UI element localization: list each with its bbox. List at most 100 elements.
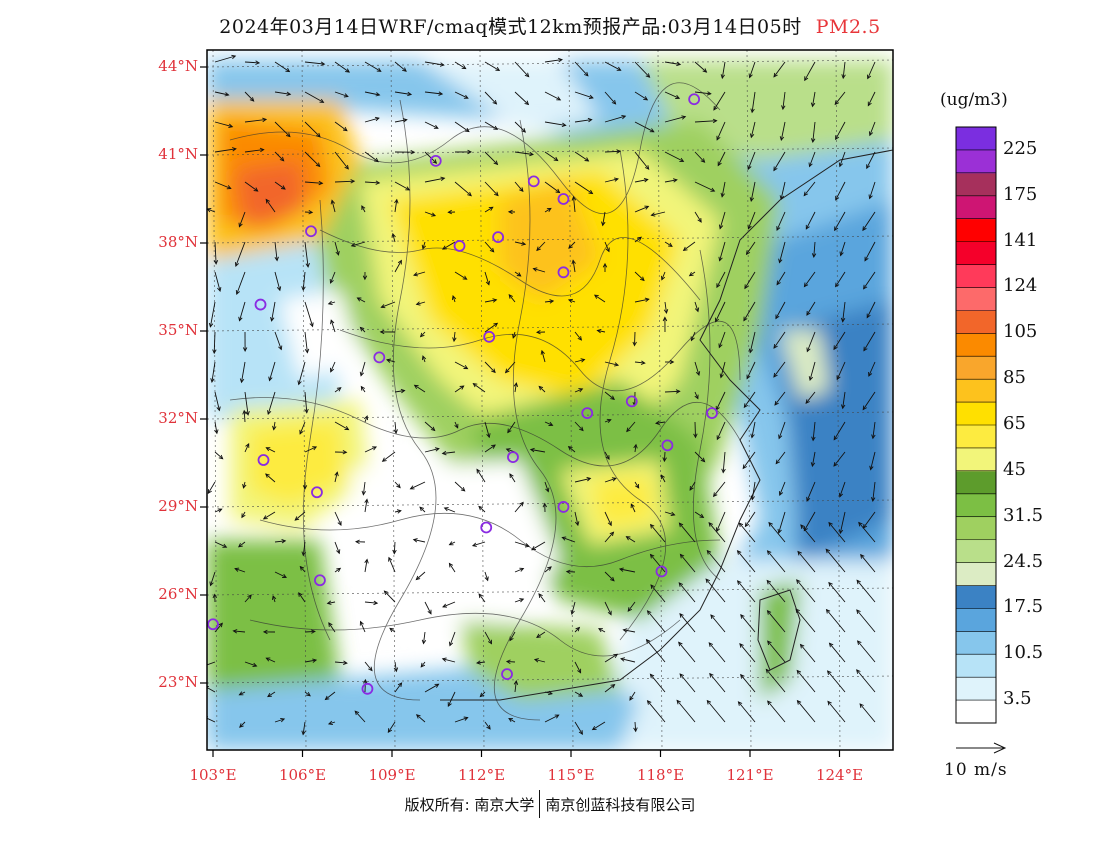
- wind-arrowhead: [489, 247, 495, 253]
- colorbar-swatch: [956, 241, 996, 266]
- wind-arrowhead: [640, 360, 646, 365]
- wind-vector: [749, 61, 756, 78]
- wind-vector: [749, 331, 756, 353]
- wind-arrowhead: [413, 272, 418, 277]
- colorbar-swatch: [956, 379, 996, 403]
- wind-arrowhead: [218, 622, 223, 628]
- wind-arrowhead: [402, 67, 407, 72]
- wind-arrowhead: [238, 222, 243, 228]
- wind-arrowhead: [420, 662, 426, 668]
- wind-arrowhead: [579, 426, 584, 432]
- wind-arrowhead: [463, 94, 469, 99]
- wind-arrowhead: [616, 149, 622, 154]
- wind-vector: [706, 550, 726, 573]
- wind-vector: [304, 691, 311, 697]
- wind-vector: [274, 718, 285, 723]
- wind-vector: [214, 451, 223, 460]
- wind-vector: [424, 61, 444, 66]
- wind-vector: [689, 271, 696, 277]
- wind-arrowhead: [688, 271, 694, 277]
- wind-arrowhead: [226, 185, 232, 190]
- wind-vector: [805, 211, 816, 230]
- wind-vector: [357, 297, 366, 303]
- wind-vector: [806, 301, 816, 316]
- wind-arrowhead: [255, 60, 261, 65]
- wind-vector: [484, 91, 497, 105]
- wind-vector: [394, 119, 407, 123]
- wind-vector: [574, 359, 585, 363]
- copyright-separator: [539, 790, 541, 818]
- wind-vector: [634, 271, 645, 281]
- wind-arrowhead: [301, 730, 306, 736]
- wind-vector: [778, 511, 786, 534]
- wind-vector: [634, 179, 648, 183]
- wind-arrowhead: [587, 117, 593, 123]
- wind-arrowhead: [718, 343, 723, 349]
- wind-arrowhead: [373, 600, 379, 606]
- wind-arrowhead: [441, 657, 447, 662]
- wind-vector: [683, 241, 696, 251]
- wind-arrowhead: [743, 403, 749, 409]
- wind-vector: [833, 421, 846, 440]
- wind-vector: [857, 640, 876, 663]
- wind-arrowhead: [799, 643, 805, 649]
- wind-arrowhead: [713, 105, 718, 111]
- wind-arrowhead: [694, 394, 699, 400]
- wind-vector: [298, 361, 306, 385]
- wind-arrowhead: [337, 521, 342, 527]
- wind-arrowhead: [270, 316, 275, 322]
- wind-vector: [536, 631, 546, 638]
- wind-vector: [655, 421, 666, 424]
- lat-label: 35°N: [158, 321, 198, 339]
- wind-vector: [694, 301, 699, 312]
- wind-vector: [574, 661, 581, 674]
- wind-arrowhead: [238, 691, 244, 696]
- wind-vector: [424, 91, 443, 95]
- wind-arrowhead: [773, 344, 778, 349]
- wind-arrowhead: [699, 513, 705, 519]
- colorbar-swatch: [956, 493, 996, 518]
- wind-arrowhead: [643, 96, 649, 101]
- wind-vector: [708, 522, 726, 543]
- wind-arrowhead: [605, 247, 610, 253]
- wind-arrowhead: [505, 659, 511, 664]
- wind-vector: [302, 271, 306, 291]
- wind-arrowhead: [719, 373, 724, 379]
- wind-arrowhead: [409, 485, 415, 490]
- wind-vector: [302, 541, 306, 556]
- wind-arrowhead: [212, 593, 218, 599]
- wind-vector: [536, 241, 546, 251]
- wind-arrowhead: [716, 435, 721, 441]
- wind-vector: [328, 721, 336, 725]
- wind-arrowhead: [796, 579, 801, 584]
- wind-vector: [574, 331, 582, 341]
- wind-arrowhead: [766, 610, 772, 615]
- wind-arrowhead: [649, 523, 655, 529]
- wind-vector: [872, 421, 876, 439]
- wind-vector: [364, 661, 373, 671]
- wind-vector: [694, 151, 705, 163]
- wind-arrowhead: [712, 118, 718, 124]
- wind-arrowhead: [262, 629, 268, 635]
- wind-arrowhead: [419, 332, 425, 338]
- wind-arrowhead: [746, 374, 751, 380]
- wind-vector: [210, 571, 216, 586]
- wind-vector: [744, 271, 756, 289]
- wind-vector: [484, 151, 498, 165]
- wind-vector: [334, 91, 349, 97]
- wind-vector: [568, 299, 576, 303]
- wind-arrowhead: [796, 669, 802, 675]
- wind-arrowhead: [281, 538, 287, 544]
- wind-arrowhead: [607, 521, 612, 527]
- wind-arrowhead: [768, 521, 773, 527]
- wind-arrowhead: [326, 600, 332, 605]
- wind-vector: [394, 682, 402, 693]
- wind-arrowhead: [441, 450, 447, 456]
- wind-arrowhead: [488, 206, 494, 211]
- wind-arrowhead: [442, 245, 447, 250]
- wind-arrowhead: [627, 607, 633, 612]
- wind-arrowhead: [626, 427, 631, 433]
- wind-arrowhead: [578, 730, 583, 735]
- wind-vector: [592, 721, 606, 730]
- wind-arrowhead: [718, 256, 723, 262]
